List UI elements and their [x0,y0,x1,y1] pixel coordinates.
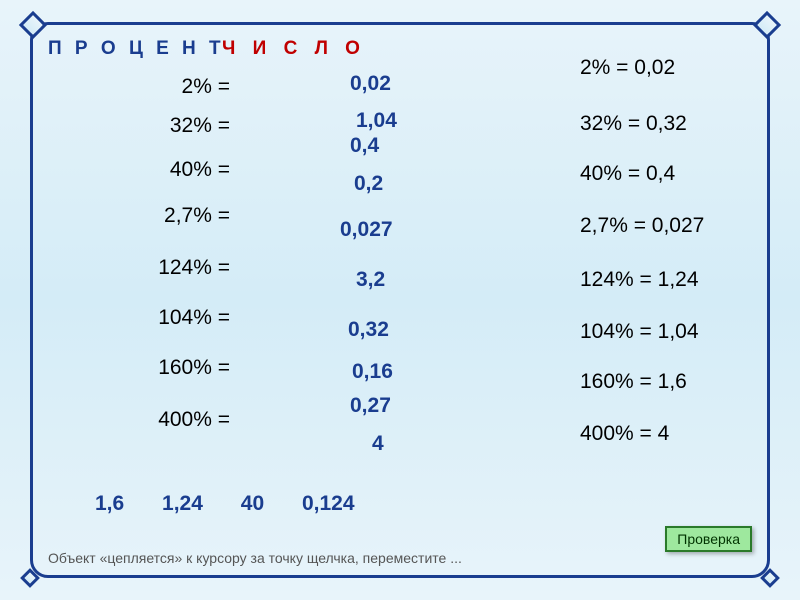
draggable-value[interactable]: 0,16 [352,360,393,384]
draggable-value[interactable]: 0,4 [350,134,379,158]
percent-label: 2,7% = [0,204,230,228]
answer-equation: 32% = 0,32 [580,112,687,136]
answer-equation: 400% = 4 [580,422,669,446]
check-button[interactable]: Проверка [665,526,752,552]
percent-label: 104% = [0,306,230,330]
draggable-value[interactable]: 0,124 [302,492,355,515]
answer-equation: 2,7% = 0,027 [580,214,704,238]
percent-label: 32% = [0,114,230,138]
header-number: Ч И С Л О [222,38,366,60]
draggable-value[interactable]: 0,32 [348,318,389,342]
answer-equation: 40% = 0,4 [580,162,675,186]
draggable-value[interactable]: 4 [372,432,384,456]
draggable-value[interactable]: 3,2 [356,268,385,292]
draggable-value[interactable]: 0,2 [354,172,383,196]
answer-equation: 2% = 0,02 [580,56,675,80]
draggable-value[interactable]: 0,02 [350,72,391,96]
percent-label: 160% = [0,356,230,380]
draggable-value[interactable]: 1,24 [162,492,203,515]
slide-content: П Р О Ц Е Н Т Ч И С Л О 2% = 32% = 40% = 2,… [0,0,800,600]
answer-equation: 160% = 1,6 [580,370,687,394]
draggable-value[interactable]: 1,6 [95,492,124,515]
percent-label: 124% = [0,256,230,280]
draggable-value[interactable]: 0,27 [350,394,391,418]
percent-label: 400% = [0,408,230,432]
extra-values-row[interactable]: 1,6 1,24 40 0,124 [95,492,387,516]
percent-label: 2% = [0,75,230,99]
draggable-value[interactable]: 0,027 [340,218,393,242]
answer-equation: 104% = 1,04 [580,320,699,344]
percent-label: 40% = [0,158,230,182]
draggable-value[interactable]: 1,04 [356,109,397,133]
hint-text: Объект «цепляется» к курсору за точку ще… [48,550,462,566]
answer-equation: 124% = 1,24 [580,268,699,292]
draggable-value[interactable]: 40 [241,492,264,515]
header-percent: П Р О Ц Е Н Т [48,38,225,60]
